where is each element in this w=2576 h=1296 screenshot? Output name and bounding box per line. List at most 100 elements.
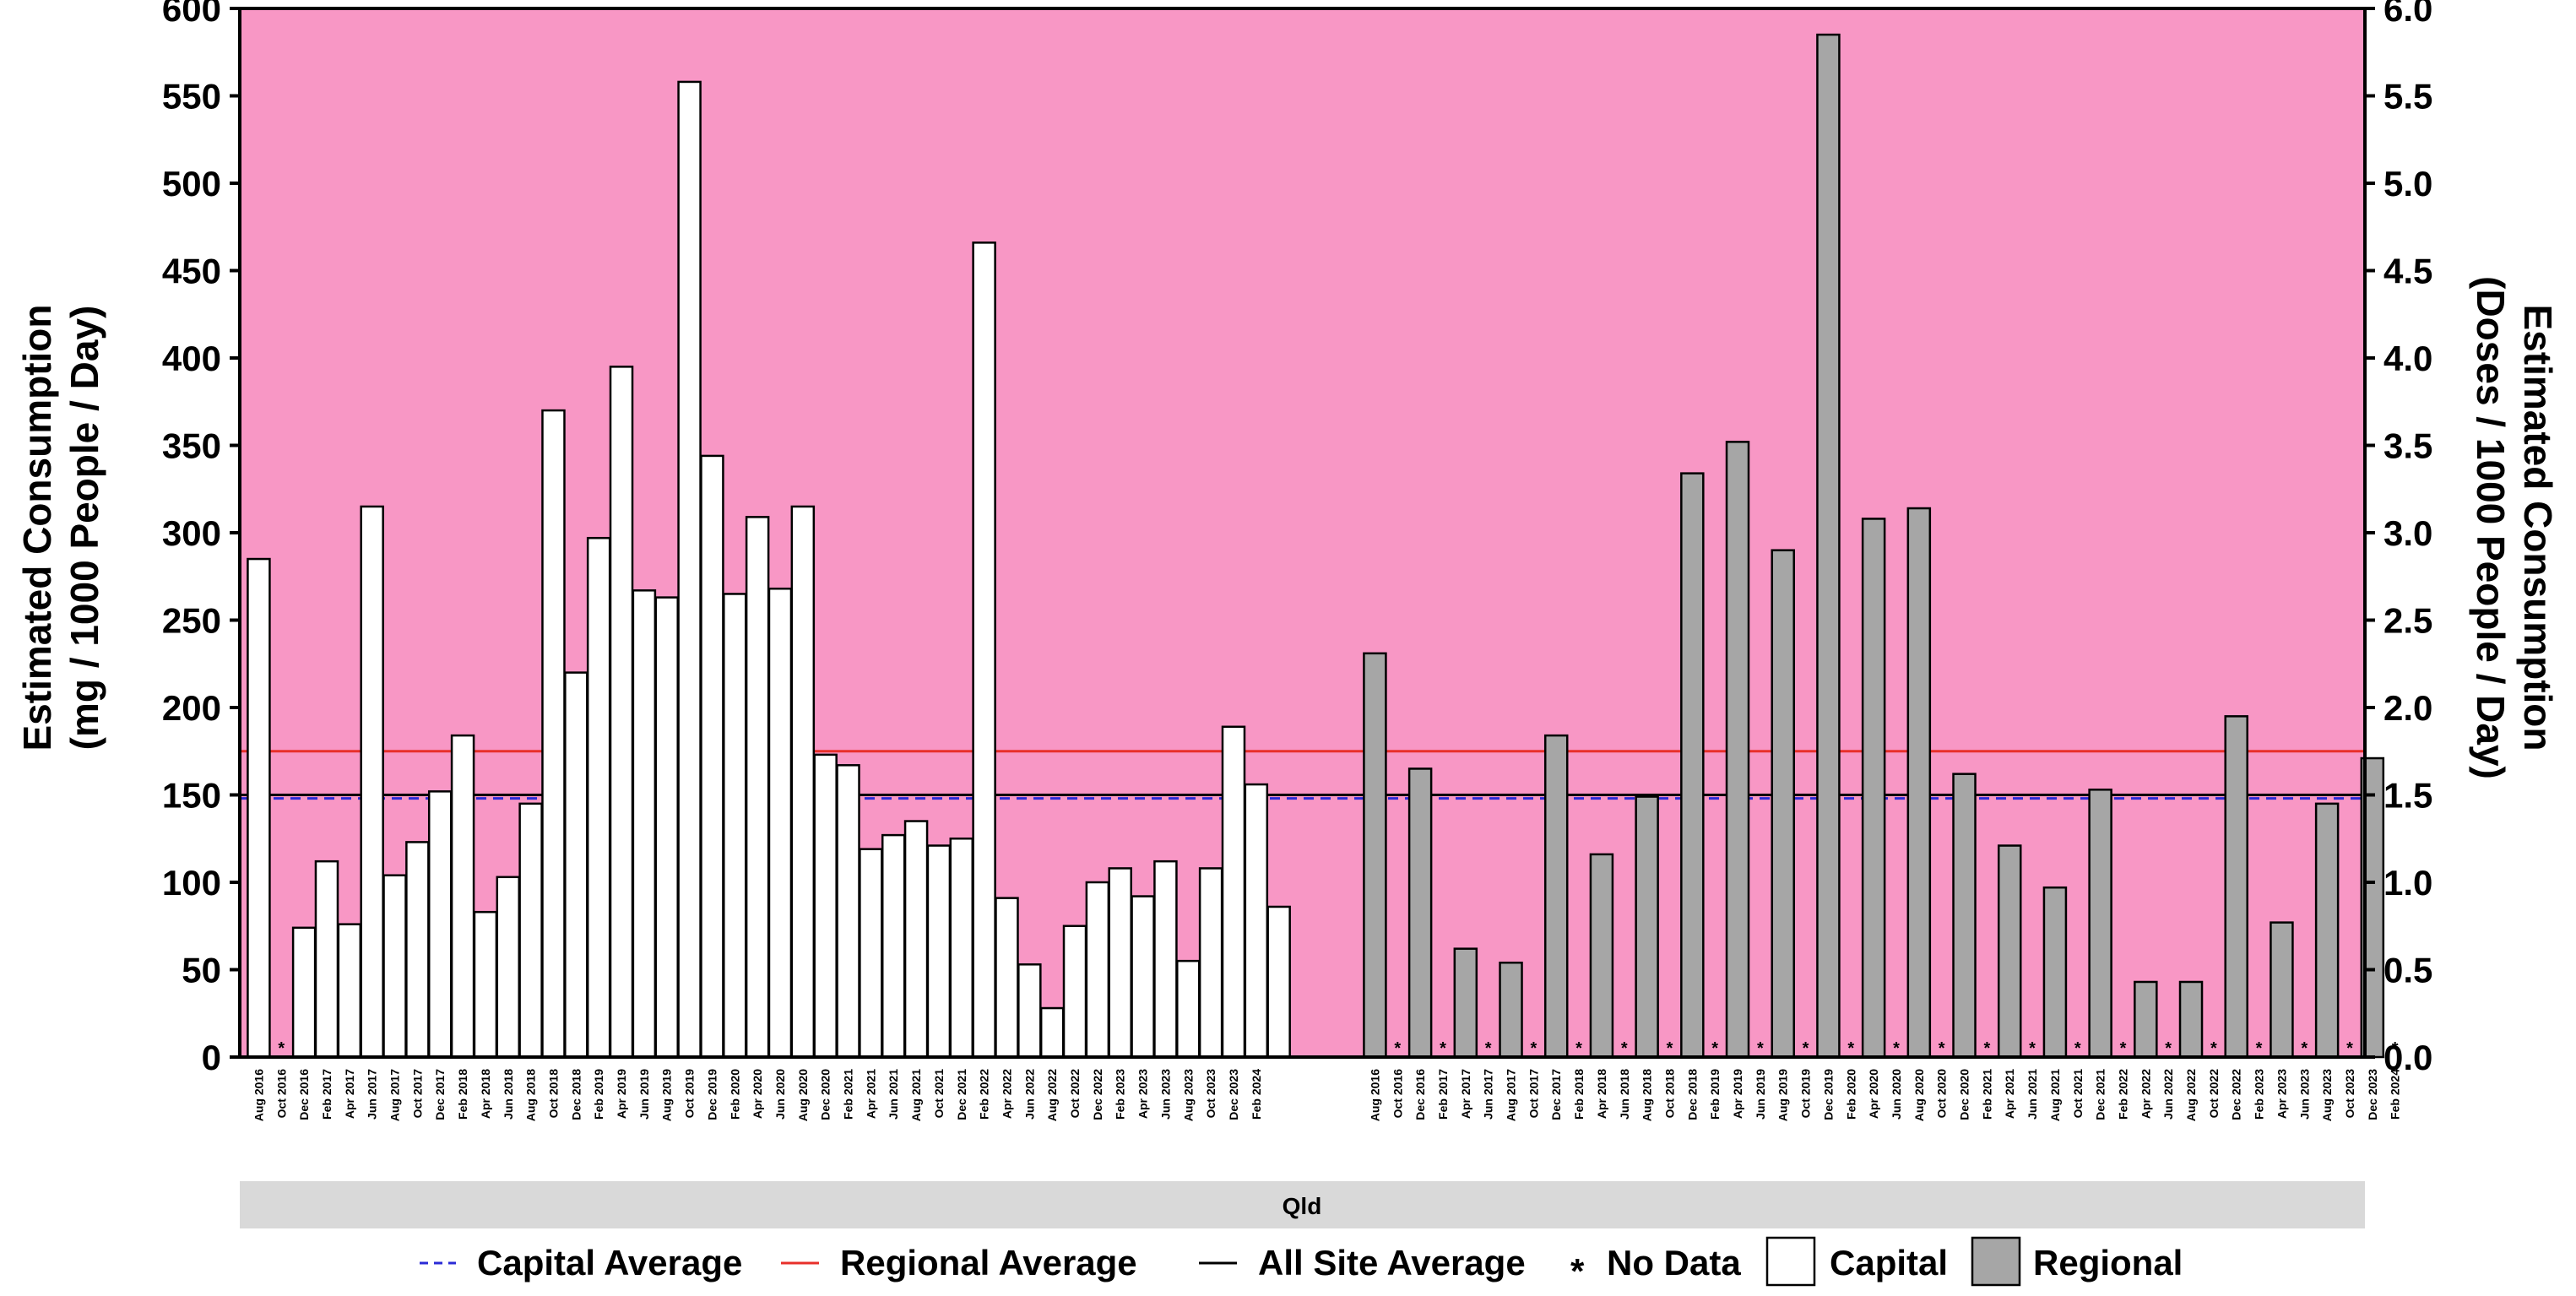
y-left-tick-label: 600 (162, 0, 221, 29)
capital-bar (1266, 905, 1291, 1059)
x-tick-label: Apr 2022 (1000, 1069, 1013, 1119)
y-right-tick-label: 4.0 (2383, 339, 2432, 378)
regional-bar (1363, 652, 1387, 1059)
x-tick-label: Dec 2019 (1821, 1069, 1835, 1120)
bars-layer: * * * * * * * * * * * * * * * * * * * * * * * * (247, 33, 2399, 1059)
capital-bar (1039, 1006, 1065, 1059)
x-tick-label: Apr 2017 (1459, 1069, 1472, 1119)
capital-bar (654, 596, 679, 1059)
facet-strip (240, 1181, 2365, 1228)
x-tick-label: Oct 2016 (274, 1069, 288, 1119)
regional-no-data-mark: * (1983, 1039, 1990, 1058)
x-tick-label: Aug 2017 (388, 1069, 402, 1121)
capital-bar (1176, 959, 1201, 1059)
x-tick-label: Oct 2016 (1391, 1069, 1404, 1119)
y-right-tick-label: 4.5 (2383, 252, 2432, 291)
regional-no-data-mark: * (2210, 1039, 2217, 1058)
x-tick-label: Aug 2020 (796, 1069, 810, 1121)
legend-all-site-average-label: All Site Average (1258, 1243, 1526, 1282)
x-tick-label: Feb 2017 (320, 1069, 334, 1120)
x-tick-label: Aug 2016 (252, 1069, 265, 1121)
x-tick-label: Oct 2018 (546, 1069, 560, 1119)
capital-bar (360, 505, 384, 1059)
capital-bar (337, 923, 362, 1059)
y-left-tick-label: 50 (182, 951, 221, 990)
regional-no-data-mark: * (1803, 1039, 1809, 1058)
regional-no-data-mark: * (2346, 1039, 2353, 1058)
capital-bar (767, 587, 793, 1059)
y-left-tick-label: 200 (162, 688, 221, 728)
regional-bar (1997, 844, 2022, 1059)
x-tick-label: Apr 2021 (2003, 1069, 2016, 1119)
capital-bar (1221, 725, 1246, 1059)
y-right-tick-label: 2.5 (2383, 601, 2432, 641)
x-tick-label: Feb 2021 (1980, 1069, 1993, 1120)
regional-bar (1725, 441, 1750, 1059)
capital-bar (405, 841, 430, 1059)
capital-bar (995, 897, 1019, 1059)
capital-bar (723, 593, 747, 1059)
regional-bar (1952, 773, 1977, 1059)
regional-no-data-mark: * (1667, 1039, 1673, 1058)
capital-bar (1108, 867, 1132, 1059)
y-left-tick-label: 300 (162, 513, 221, 553)
regional-bar (1861, 518, 1886, 1059)
regional-bar (1543, 734, 1569, 1059)
capital-bar (496, 876, 521, 1059)
capital-bar (609, 366, 634, 1059)
legend-capital-label: Capital (1830, 1243, 1948, 1282)
regional-bar (1589, 853, 1614, 1059)
legend: Capital Average Regional Average All Site … (420, 1236, 2183, 1291)
x-tick-label: Jun 2023 (2297, 1069, 2311, 1120)
capital-no-data-mark: * (278, 1039, 285, 1058)
x-tick-label: Dec 2019 (705, 1069, 719, 1120)
x-tick-label: Jun 2020 (1890, 1069, 1903, 1120)
x-tick-label: Dec 2018 (1685, 1069, 1699, 1120)
x-tick-label: Jun 2023 (1158, 1069, 1172, 1120)
x-tick-label: Oct 2022 (1068, 1069, 1082, 1119)
capital-bar (1198, 867, 1223, 1059)
regional-bar (1816, 33, 1841, 1059)
x-tick-label: Feb 2024 (1250, 1069, 1263, 1120)
regional-no-data-mark: * (1621, 1039, 1628, 1058)
x-tick-label: Oct 2017 (410, 1069, 424, 1119)
regional-bar (1453, 947, 1478, 1059)
y-left-tick-label: 350 (162, 426, 221, 466)
legend-capital-average-label: Capital Average (477, 1243, 742, 1282)
capital-bar (813, 753, 838, 1059)
y-left-tick-label: 100 (162, 863, 221, 903)
y-left-tick-label: 400 (162, 339, 221, 378)
regional-no-data-mark: * (2120, 1039, 2127, 1058)
x-tick-label: Feb 2020 (1844, 1069, 1857, 1120)
capital-bar (586, 536, 611, 1059)
regional-no-data-mark: * (2392, 1039, 2399, 1058)
regional-bar (1906, 507, 1932, 1059)
x-tick-label: Feb 2022 (978, 1069, 991, 1120)
x-tick-label: Jun 2017 (1482, 1069, 1495, 1120)
x-tick-label: Aug 2020 (1912, 1069, 1926, 1121)
y-left-tick-label: 150 (162, 776, 221, 816)
regional-no-data-mark: * (1575, 1039, 1582, 1058)
x-tick-label: Oct 2019 (1799, 1069, 1813, 1119)
x-tick-label: Aug 2017 (1505, 1069, 1518, 1121)
x-tick-label: Oct 2023 (2343, 1069, 2356, 1119)
capital-bar (473, 910, 498, 1059)
capital-bar (926, 844, 952, 1059)
x-tick-label: Jun 2022 (2161, 1069, 2175, 1120)
x-tick-label: Aug 2022 (2184, 1069, 2198, 1121)
capital-bar (382, 874, 407, 1059)
capital-bar (949, 838, 974, 1059)
x-tick-label: Apr 2020 (1867, 1069, 1880, 1119)
x-tick-label: Dec 2022 (2230, 1069, 2243, 1120)
regional-bar (2224, 715, 2248, 1059)
capital-bar (632, 589, 657, 1059)
capital-bar (541, 409, 566, 1059)
x-tick-labels: Aug 2016 Oct 2016 Dec 2016 Feb 2017 Apr 2017… (252, 1069, 2401, 1121)
x-tick-label: Feb 2019 (1708, 1069, 1722, 1120)
capital-bar (790, 505, 816, 1059)
capital-bar (859, 848, 883, 1059)
x-tick-label: Aug 2019 (660, 1069, 674, 1121)
y-right-tick-label: 0.5 (2383, 951, 2432, 990)
regional-no-data-mark: * (1485, 1039, 1492, 1058)
x-tick-label: Dec 2018 (569, 1069, 583, 1120)
